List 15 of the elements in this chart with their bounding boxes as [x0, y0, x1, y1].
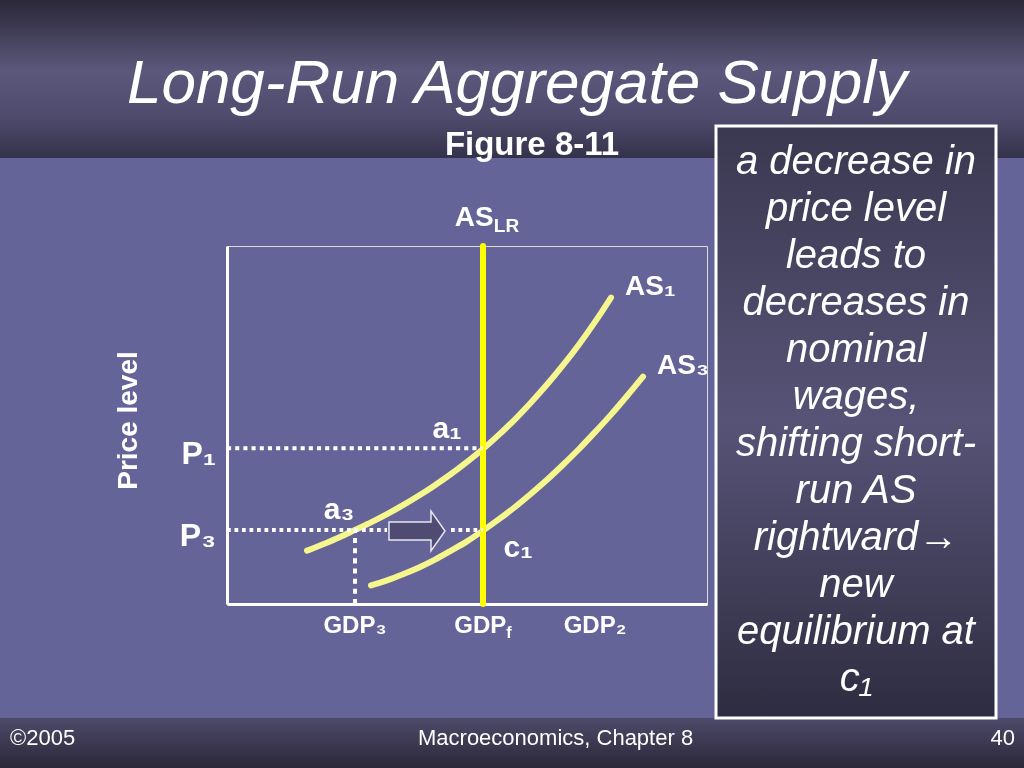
annotation: a₃: [323, 491, 355, 525]
text: 40: [990, 725, 1015, 750]
chart-subtitle: Figure 8-11: [444, 125, 620, 162]
text: P₁: [181, 435, 216, 471]
text: ©2005: [10, 725, 76, 750]
x-tick-label: GDP₃: [323, 610, 387, 638]
series-label: AS₁: [625, 269, 676, 301]
chart-title: Long-Run Aggregate Supply: [126, 47, 912, 116]
text: P₃: [179, 517, 216, 553]
text: Macroeconomics, Chapter 8: [418, 725, 694, 750]
annotation: c₁: [503, 529, 533, 563]
text: a decrease in price level leads to decreases in nominal wages, shifting short-run AS rightward→ new equilibrium at c₁: [735, 138, 977, 699]
y-axis-title: Price level: [111, 351, 143, 490]
annotation: a₁: [432, 411, 462, 445]
x-tick-label: GDP₂: [563, 610, 627, 638]
